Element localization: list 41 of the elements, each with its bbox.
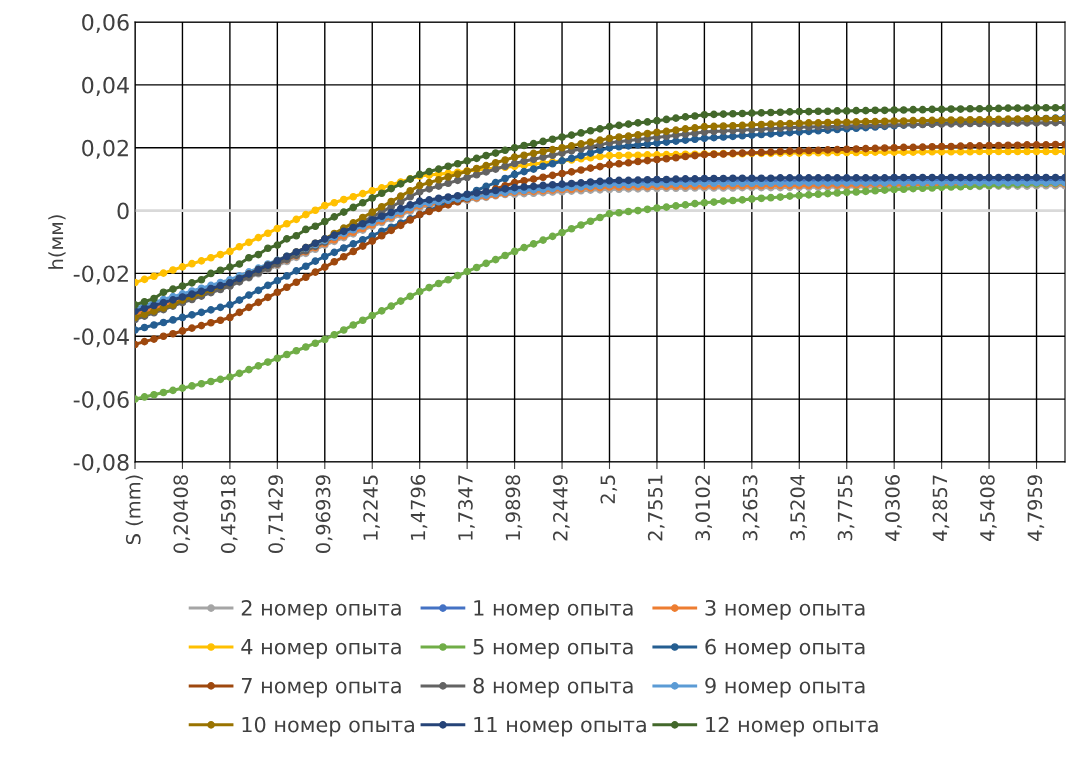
x-tick-label: 3,7755 xyxy=(837,475,855,541)
x-tick-label: 0,71429 xyxy=(268,475,285,553)
y-tick-label: 0,02 xyxy=(82,139,128,159)
x-tick-label: 0,45918 xyxy=(220,475,238,553)
y-tick-label: -0,02 xyxy=(73,265,128,285)
legend-label: 10 номер опыта xyxy=(242,716,414,737)
x-tick-label: 3,5204 xyxy=(790,474,807,541)
x-tick-label: 0,96939 xyxy=(315,475,333,553)
legend-label: 8 номер опыта xyxy=(473,677,633,698)
y-tick-label: -0,04 xyxy=(73,328,129,348)
x-tick-label: 4,0306 xyxy=(885,475,902,541)
legend-label: 3 номер опыта xyxy=(705,599,865,620)
y-tick-label: 0,04 xyxy=(82,76,129,96)
x-tick-label: 0,20408 xyxy=(173,475,191,553)
legend-label: 6 номер опыта xyxy=(705,638,865,659)
legend-label: 9 номер опыта xyxy=(705,677,865,698)
y-tick-label: -0,06 xyxy=(73,391,129,411)
y-axis-title: h(мм) xyxy=(48,215,66,269)
x-tick-label: 2,2449 xyxy=(552,475,570,541)
y-tick-label: 0 xyxy=(117,202,129,220)
x-tick-label: 4,5408 xyxy=(980,475,997,541)
x-tick-label: 1,4796 xyxy=(410,475,428,540)
legend-label: 5 номер опыта xyxy=(473,639,633,659)
x-tick-label: S (mm) xyxy=(125,475,143,545)
legend-label: 7 номер опыта xyxy=(241,678,401,698)
legend-label: 12 номер опыта xyxy=(706,716,878,737)
y-tick-label: 0,06 xyxy=(82,13,129,34)
legend-label: 2 номер опыта xyxy=(241,599,401,620)
x-tick-label: 4,2857 xyxy=(932,475,950,541)
legend-label: 11 номер опыта xyxy=(474,716,646,737)
y-tick-label: -0,08 xyxy=(73,453,129,474)
legend-label: 4 номер опыта xyxy=(241,639,401,659)
x-tick-label: 2,5 xyxy=(600,475,618,504)
x-tick-label: 1,9898 xyxy=(505,475,523,540)
x-tick-label: 3,0102 xyxy=(695,475,713,541)
x-tick-label: 2,7551 xyxy=(647,475,665,541)
x-tick-label: 4,7959 xyxy=(1027,475,1045,541)
legend-label: 1 номер опыта xyxy=(474,600,633,620)
x-tick-label: 3,2653 xyxy=(742,475,760,541)
x-tick-label: 1,2245 xyxy=(363,475,380,540)
x-tick-label: 1,7347 xyxy=(458,475,475,540)
